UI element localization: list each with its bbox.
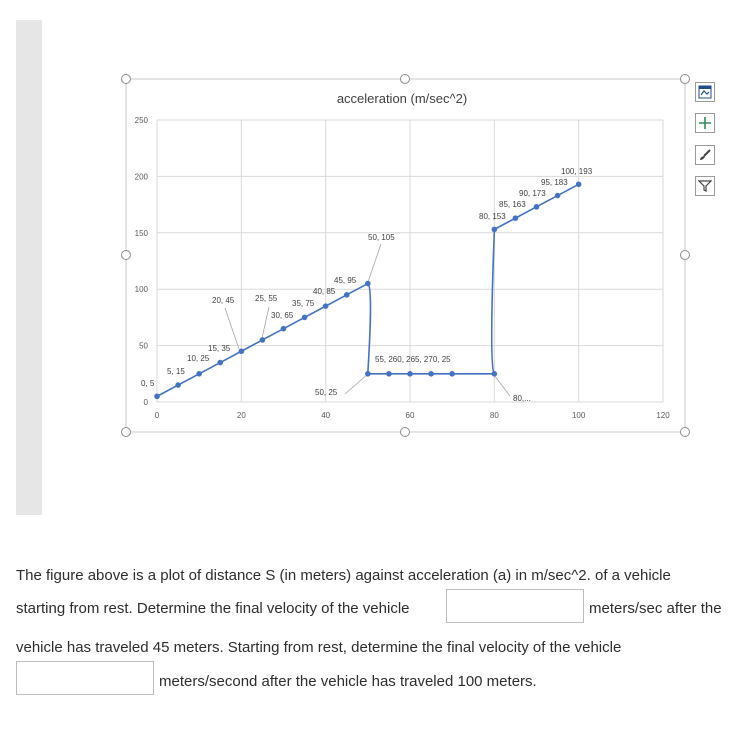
resize-handle[interactable] [400,427,410,437]
y-tick-label: 200 [135,172,149,181]
data-point [365,371,371,377]
data-label: 5, 15 [167,367,185,376]
brush-icon [700,149,711,160]
question-line-4: meters/second after the vehicle has trav… [159,673,537,690]
data-label: 10, 25 [187,354,210,363]
data-point [322,303,329,309]
leader-line [367,243,382,283]
data-label: 35, 75 [292,299,315,308]
data-label: 40, 85 [313,287,336,296]
x-tick-label: 60 [406,411,415,420]
data-label: 55, 260, 265, 270, 25 [375,355,451,364]
y-tick-label: 100 [135,285,149,294]
data-point [343,292,350,298]
data-label: 15, 35 [208,344,231,353]
axis-ticks: 0 50 100 150 200 250 0 20 40 60 80 100 120 [135,116,671,420]
data-label: 25, 55 [255,294,278,303]
question-line-2-suffix: meters/sec after the [589,600,722,617]
chart-frame[interactable] [125,78,686,433]
answer-input-1[interactable] [446,589,584,623]
filter-icon [698,180,712,192]
data-point [428,371,434,377]
data-point [365,280,371,287]
data-point [154,393,160,400]
x-tick-label: 120 [656,411,670,420]
leader-line [261,306,270,339]
data-point [196,371,202,377]
resize-handle[interactable] [121,427,131,437]
x-tick-label: 80 [490,411,499,420]
resize-handles[interactable] [121,74,690,437]
data-label: 50, 105 [368,233,395,242]
grid-lines [156,119,664,403]
data-point [554,192,561,199]
data-label: 80, 153 [479,212,506,221]
y-tick-label: 250 [135,116,149,125]
data-label: 50, 25 [315,388,338,397]
x-tick-label: 0 [155,411,160,420]
data-point [491,226,498,233]
question-line-2: starting from rest. Determine the final … [16,600,410,617]
data-label: 30, 65 [271,311,294,320]
data-point [175,382,181,388]
question-line-1: The figure above is a plot of distance S… [16,567,671,584]
question-line-3: vehicle has traveled 45 meters. Starting… [16,639,622,656]
resize-handle[interactable] [400,74,410,84]
leader-line [224,307,240,350]
data-point [575,181,582,188]
data-label: 85, 163 [499,200,526,209]
data-point [259,337,266,343]
data-label: 45, 95 [334,276,357,285]
chart-layout-button[interactable] [695,82,715,102]
data-point [301,314,308,321]
resize-handle[interactable] [680,250,690,260]
data-label: 0, 5 [141,379,155,388]
label-leader-lines [224,243,511,397]
data-label: 95, 183 [541,178,568,187]
answer-input-2[interactable] [16,661,154,695]
data-label: 20, 45 [212,296,235,305]
data-point [407,371,413,377]
chart-elements-button[interactable] [695,113,715,133]
resize-handle[interactable] [680,74,690,84]
chart-title: acceleration (m/sec^2) [337,91,467,106]
chart-styles-button[interactable] [695,145,715,165]
x-tick-label: 100 [572,411,586,420]
leader-line [493,374,511,397]
data-point [280,325,287,332]
data-label: 100, 193 [561,167,593,176]
data-point [512,215,519,221]
data-label: 90, 173 [519,189,546,198]
data-label: 80,... [513,394,531,403]
resize-handle[interactable] [680,427,690,437]
chart[interactable]: 0 50 100 150 200 250 0 20 40 60 80 100 120 accelerat… [0,0,756,540]
x-tick-label: 40 [321,411,330,420]
left-sidebar-strip [16,20,42,515]
data-point [491,371,498,377]
x-tick-label: 20 [237,411,246,420]
leader-line [344,373,369,395]
y-tick-label: 150 [135,229,149,238]
data-point [533,204,540,210]
data-markers [154,181,582,400]
y-tick-label: 50 [139,342,148,351]
y-tick-label: 0 [144,398,149,407]
chart-layout-icon [698,85,712,99]
resize-handle[interactable] [121,74,131,84]
data-point [217,359,224,366]
data-point [386,371,392,377]
resize-handle[interactable] [121,250,131,260]
data-point [449,371,455,377]
chart-filters-button[interactable] [695,176,715,196]
data-point [238,348,245,355]
plus-icon [699,117,711,129]
